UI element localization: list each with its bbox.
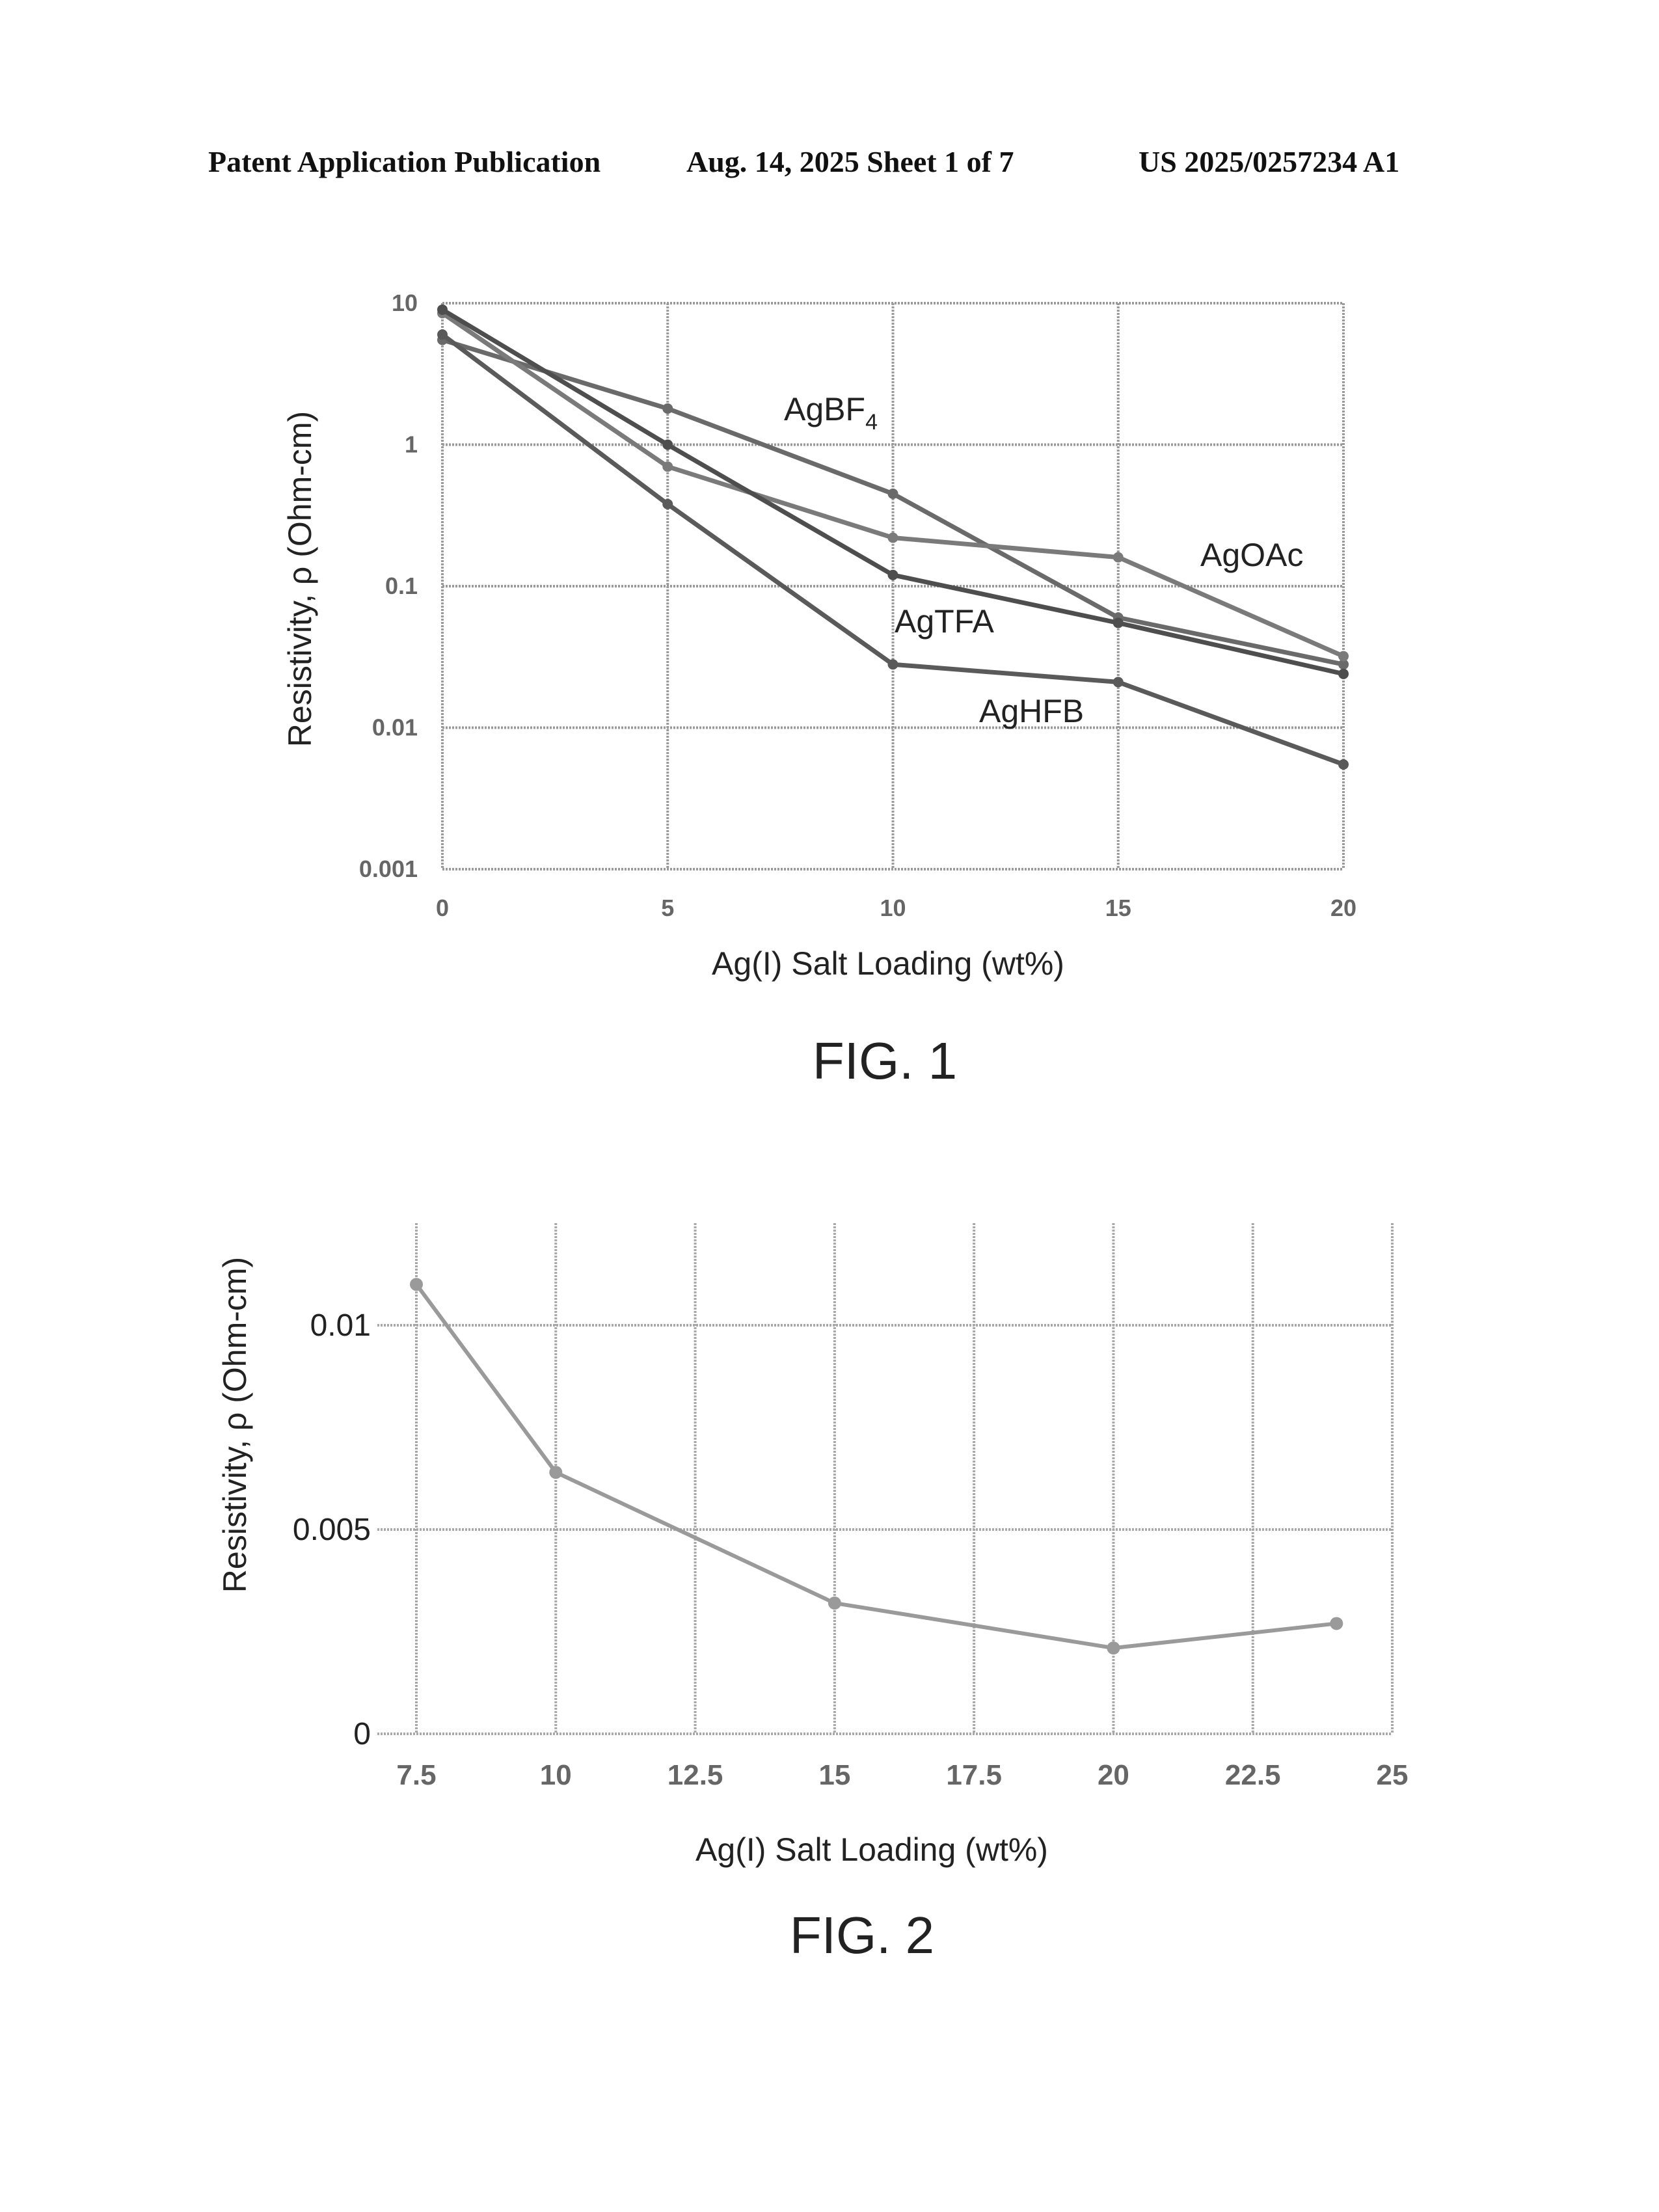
fig1-series-line-agoac: [442, 313, 1343, 656]
fig2-x-tick-label: 25: [1377, 1759, 1409, 1791]
fig1-data-point: [1338, 669, 1349, 679]
fig2-tick-labels: 7.5 10 12.5 15 17.5 20 22.5 25 0 0.005 0.01: [293, 1308, 1409, 1791]
fig1-series-labels: AgBF4 AgOAc AgTFA AgHFB: [784, 391, 1303, 729]
fig2-x-tick-label: 12.5: [668, 1759, 723, 1791]
fig1-x-axis-label: Ag(I) Salt Loading (wt%): [712, 945, 1064, 982]
fig2-x-tick-label: 22.5: [1225, 1759, 1281, 1791]
fig1-x-tick-label: 5: [661, 895, 674, 921]
fig2-data-point: [828, 1597, 841, 1610]
fig1-data-point: [437, 329, 448, 340]
fig2-data-point: [1330, 1617, 1343, 1630]
fig2-y-tick-label: 0: [353, 1717, 371, 1751]
fig1-data-point: [662, 461, 673, 472]
fig2-y-tick-label: 0.005: [293, 1513, 371, 1547]
fig1-y-tick-label: 10: [392, 290, 418, 316]
fig2-x-tick-label: 17.5: [946, 1759, 1002, 1791]
fig1-data-point: [662, 440, 673, 450]
fig1-data-point: [1338, 651, 1349, 662]
fig2-series-lines: [410, 1278, 1343, 1654]
fig1-y-tick-label: 0.001: [359, 856, 418, 882]
fig1-series-label-agoac: AgOAc: [1200, 537, 1303, 573]
fig1-data-point: [888, 489, 898, 499]
fig1-series-label-agtfa: AgTFA: [895, 603, 994, 640]
fig1-chart: 051015200.0010.010.1110 AgBF4AgOAcAgTFAA…: [0, 0, 1659, 1106]
fig1-y-tick-label: 1: [405, 431, 418, 458]
fig1-x-tick-label: 0: [436, 895, 449, 921]
fig2-y-axis-label: Resistivity, ρ (Ohm-cm): [217, 1257, 253, 1593]
fig2-grid: [377, 1223, 1392, 1734]
fig1-data-point: [888, 533, 898, 543]
fig2-data-point: [549, 1466, 562, 1479]
fig2-x-tick-label: 20: [1098, 1759, 1129, 1791]
fig1-series-label-aghfb: AgHFB: [979, 693, 1084, 729]
fig1-caption: FIG. 1: [813, 1032, 957, 1090]
fig1-y-tick-label: 0.01: [372, 714, 418, 741]
fig1-data-point: [1113, 617, 1124, 628]
fig2-x-axis-label: Ag(I) Salt Loading (wt%): [695, 1831, 1048, 1868]
fig1-data-point: [888, 659, 898, 669]
fig1-data-point: [662, 403, 673, 414]
fig2-caption: FIG. 2: [790, 1906, 934, 1964]
fig1-data-point: [437, 304, 448, 315]
fig1-data-point: [1338, 759, 1349, 770]
fig1-data-point: [1113, 677, 1124, 687]
fig1-y-tick-label: 0.1: [385, 573, 418, 599]
fig1-y-axis-label: Resistivity, ρ (Ohm-cm): [282, 411, 318, 747]
fig1-x-tick-label: 20: [1330, 895, 1356, 921]
fig2-x-tick-label: 10: [540, 1759, 572, 1791]
fig2-x-tick-label: 15: [818, 1759, 850, 1791]
fig1-data-point: [1113, 552, 1124, 563]
fig1-series-label-agbf4: AgBF4: [784, 391, 878, 435]
fig2-chart: 7.5 10 12.5 15 17.5 20 22.5 25 0 0.005 0.01 Ag(I) …: [0, 1106, 1659, 2212]
fig1-data-point: [662, 499, 673, 509]
fig1-x-tick-label: 15: [1105, 895, 1131, 921]
fig2-data-point: [1107, 1641, 1120, 1654]
fig2-y-tick-label: 0.01: [310, 1308, 371, 1343]
fig2-data-point: [410, 1278, 423, 1291]
fig1-x-tick-label: 10: [880, 895, 906, 921]
fig2-x-tick-label: 7.5: [396, 1759, 436, 1791]
fig1-data-point: [888, 570, 898, 580]
